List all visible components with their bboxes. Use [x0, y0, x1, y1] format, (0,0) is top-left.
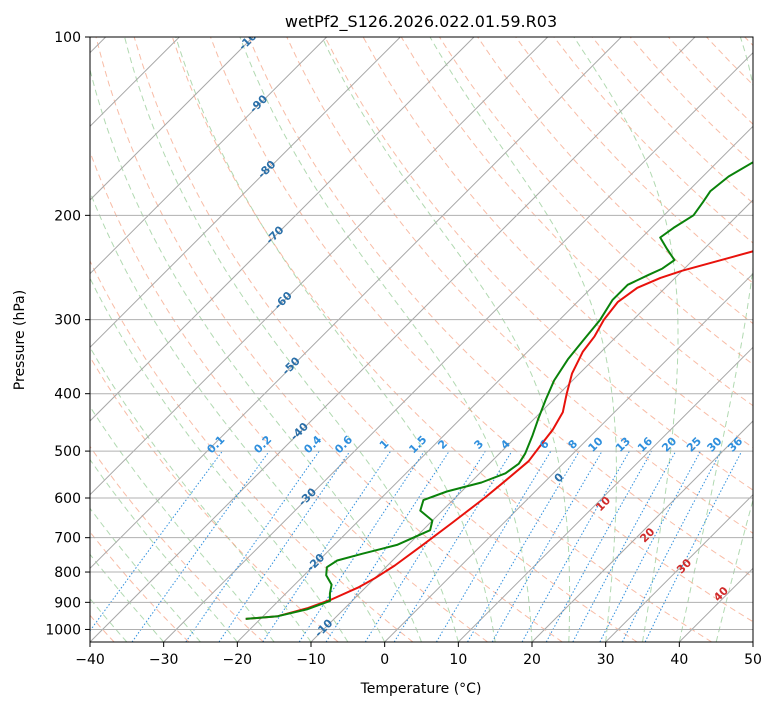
y-tick-label: 700: [54, 531, 81, 547]
dry-adiabat: [324, 37, 753, 491]
mixing-ratio-line: [644, 450, 743, 642]
dry-adiabat: [286, 37, 753, 534]
moist-adiabat: [90, 458, 238, 642]
mixing-ratio-line: [599, 450, 701, 642]
y-tick-label: 100: [54, 30, 81, 46]
y-tick-label: 800: [54, 565, 81, 581]
moist-adiabat: [90, 507, 201, 642]
moist-adiabat: [175, 37, 496, 642]
mixing-ratio-lines: [90, 450, 743, 642]
plot-area: -100-90-80-70-60-50-40-30-20-100.1 0.2 0.4…: [90, 37, 753, 642]
skewed-isotherm: [90, 37, 475, 422]
skewed-isotherm: [90, 37, 622, 570]
moist-adiabat: [715, 498, 753, 642]
x-tick-label: −30: [149, 652, 179, 668]
temperature-profile-line: [245, 250, 753, 620]
skewed-isotherm: [90, 37, 549, 496]
mixing-ratio-line: [131, 450, 270, 642]
profile-series: [245, 161, 753, 620]
dewpoint-profile-line: [245, 161, 753, 620]
x-tick-label: −40: [75, 652, 105, 668]
x-tick-label: 50: [744, 652, 762, 668]
skewed-isotherm: [90, 37, 328, 275]
skewed-isotherm: [531, 420, 753, 642]
y-tick-label: 300: [54, 313, 81, 329]
x-axis-label: Temperature (°C): [360, 681, 482, 697]
mixing-ratio-line: [621, 450, 722, 642]
x-tick-label: 30: [597, 652, 615, 668]
y-tick-label: 1000: [45, 622, 81, 638]
skewed-isotherm: [90, 37, 401, 349]
moist-adiabat: [90, 277, 349, 642]
dry-adiabat: [515, 37, 753, 284]
y-axis-label: Pressure (hPa): [12, 290, 28, 390]
skewed-isotherm: [236, 125, 753, 642]
x-tick-label: −20: [223, 652, 253, 668]
moist-adiabat: [90, 67, 422, 642]
isobars: [90, 37, 753, 630]
skewed-isotherm: [90, 37, 254, 201]
skewed-isotherm: [457, 346, 753, 642]
dry-adiabat: [210, 37, 753, 623]
y-tick-label: 900: [54, 595, 81, 611]
moist-adiabat: [90, 553, 165, 642]
y-tick-label: 500: [54, 444, 81, 460]
mixing-ratio-line: [185, 450, 320, 642]
mixing-ratio-line: [545, 450, 653, 642]
skewed-isotherms: [90, 37, 753, 642]
dry-adiabat: [248, 37, 753, 578]
mixing-ratio-line: [218, 450, 351, 642]
y-tick-label: 600: [54, 491, 81, 507]
mixing-ratio-line: [435, 450, 552, 642]
x-tick-label: 10: [449, 652, 467, 668]
skewed-isotherm: [310, 199, 753, 642]
moist-adiabat: [90, 405, 275, 642]
moist-adiabat: [124, 37, 459, 642]
y-tick-label: 200: [54, 208, 81, 224]
moist-adiabat: [678, 37, 753, 642]
x-tick-label: −10: [296, 652, 326, 668]
mixing-ratio-line: [90, 450, 223, 632]
moist-adiabat: [573, 37, 679, 642]
y-tick-label: 400: [54, 387, 81, 403]
dry-adiabat: [95, 37, 563, 642]
x-axis-ticks: −40 −30 −20 −10 0 10 20 30 40 50: [75, 642, 762, 668]
dry-adiabat: [90, 445, 264, 642]
moist-adiabat: [429, 37, 617, 642]
skewed-isotherm: [163, 51, 753, 642]
skewed-isotherm: [605, 493, 753, 642]
moist-adiabat: [321, 37, 571, 642]
dry-adiabat: [90, 259, 414, 642]
x-tick-label: 20: [523, 652, 541, 668]
dry-adiabat: [133, 37, 638, 642]
moist-adiabat: [90, 597, 128, 642]
mixing-ratio-line: [364, 450, 486, 642]
mixing-ratio-line: [393, 450, 513, 642]
mixing-ratio-line: [325, 450, 450, 642]
chart-title: wetPf2_S126.2026.022.01.59.R03: [285, 12, 557, 32]
mixing-ratio-line: [572, 450, 677, 642]
x-tick-label: 0: [380, 652, 389, 668]
mixing-ratio-line: [262, 450, 392, 642]
moist-adiabat: [239, 37, 533, 642]
x-tick-label: 40: [670, 652, 688, 668]
skewed-isotherm: [90, 37, 696, 642]
skewed-isotherm: [384, 272, 753, 642]
mixing-ratio-line: [298, 450, 425, 642]
mixing-ratio-line: [521, 450, 630, 642]
moist-adiabat: [90, 190, 386, 642]
plot-frame: [89, 36, 754, 643]
y-axis-ticks: 100 200 300 400 500 600 700 800 900 1000: [45, 30, 90, 638]
